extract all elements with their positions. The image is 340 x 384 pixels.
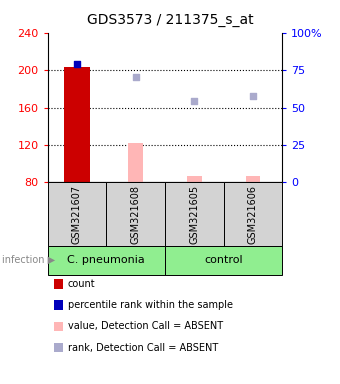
Text: GDS3573 / 211375_s_at: GDS3573 / 211375_s_at: [87, 13, 253, 27]
Text: GSM321608: GSM321608: [131, 185, 140, 243]
Text: GSM321607: GSM321607: [72, 185, 82, 243]
Bar: [64, 67, 90, 182]
Text: GSM321606: GSM321606: [248, 185, 258, 243]
Text: control: control: [204, 255, 243, 265]
Text: rank, Detection Call = ABSENT: rank, Detection Call = ABSENT: [68, 343, 218, 353]
Text: count: count: [68, 279, 96, 289]
Bar: [245, 176, 260, 182]
Point: [191, 98, 197, 104]
Bar: [187, 176, 202, 182]
Text: infection ▶: infection ▶: [2, 255, 55, 265]
Text: C. pneumonia: C. pneumonia: [67, 255, 145, 265]
Text: GSM321605: GSM321605: [189, 185, 199, 243]
Point: [133, 74, 138, 80]
Point: [250, 93, 256, 99]
Point: [74, 60, 80, 66]
Text: percentile rank within the sample: percentile rank within the sample: [68, 300, 233, 310]
Text: value, Detection Call = ABSENT: value, Detection Call = ABSENT: [68, 321, 223, 331]
Bar: [128, 143, 143, 182]
